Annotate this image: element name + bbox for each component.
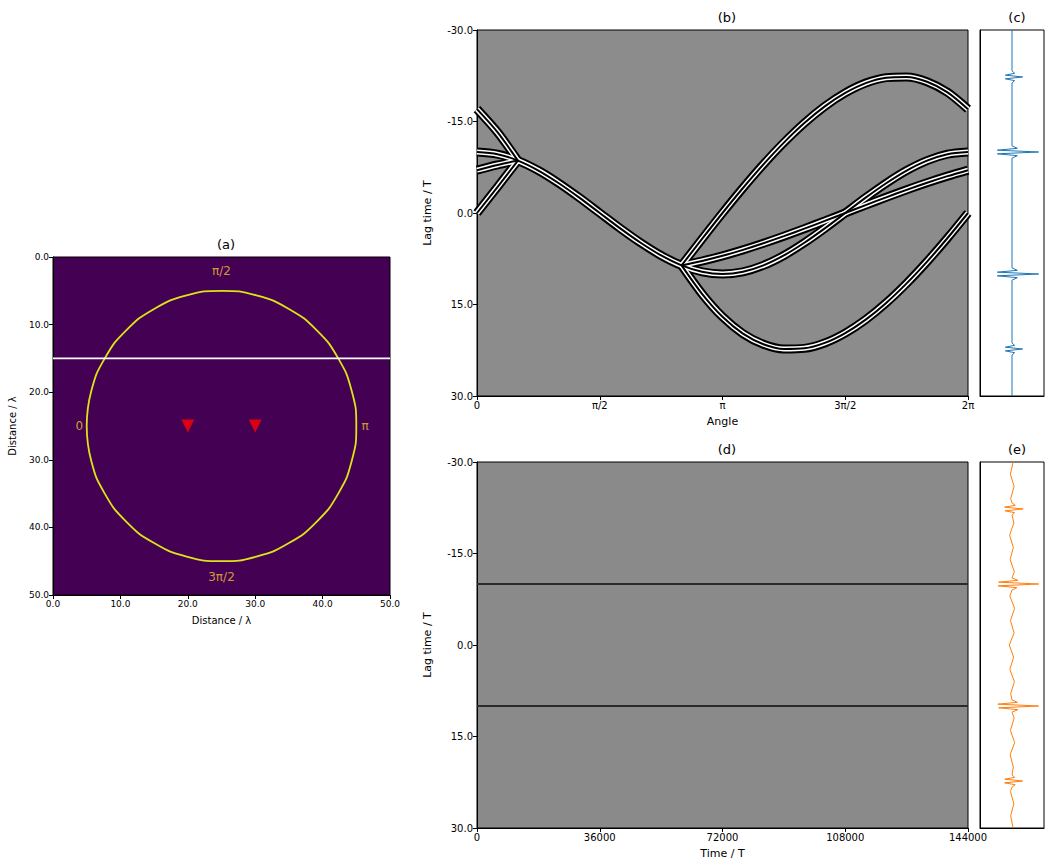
svg-text:30.0: 30.0 <box>451 823 473 834</box>
svg-text:10.0: 10.0 <box>110 599 130 609</box>
svg-text:30.0: 30.0 <box>451 391 473 402</box>
svg-text:(d): (d) <box>718 442 736 457</box>
svg-text:36000: 36000 <box>584 832 616 843</box>
svg-text:20.0: 20.0 <box>178 599 198 609</box>
svg-text:π/2: π/2 <box>212 264 231 278</box>
svg-text:-15.0: -15.0 <box>447 548 473 559</box>
svg-text:108000: 108000 <box>826 832 864 843</box>
svg-text:30.0: 30.0 <box>245 599 265 609</box>
svg-text:15.0: 15.0 <box>451 731 473 742</box>
svg-text:3π/2: 3π/2 <box>834 400 856 411</box>
svg-text:0: 0 <box>474 832 480 843</box>
svg-text:0.0: 0.0 <box>457 208 473 219</box>
svg-text:Lag time / T: Lag time / T <box>421 180 434 246</box>
svg-text:π/2: π/2 <box>592 400 608 411</box>
svg-text:72000: 72000 <box>707 832 739 843</box>
svg-text:0: 0 <box>474 400 480 411</box>
svg-text:0.0: 0.0 <box>46 599 61 609</box>
svg-text:π: π <box>719 400 725 411</box>
svg-text:50.0: 50.0 <box>380 599 400 609</box>
svg-text:10.0: 10.0 <box>29 320 49 330</box>
svg-text:144000: 144000 <box>949 832 987 843</box>
svg-text:π: π <box>361 419 368 433</box>
svg-text:50.0: 50.0 <box>29 590 49 600</box>
svg-text:(e): (e) <box>1008 442 1026 457</box>
svg-text:-30.0: -30.0 <box>447 25 473 36</box>
svg-text:0.0: 0.0 <box>457 640 473 651</box>
svg-text:2π: 2π <box>962 400 974 411</box>
svg-text:0.0: 0.0 <box>35 252 50 262</box>
svg-text:15.0: 15.0 <box>451 299 473 310</box>
svg-text:Distance / λ: Distance / λ <box>7 396 18 455</box>
svg-text:40.0: 40.0 <box>29 522 49 532</box>
svg-text:(a): (a) <box>217 237 235 252</box>
svg-text:3π/2: 3π/2 <box>208 570 235 584</box>
svg-text:-30.0: -30.0 <box>447 457 473 468</box>
svg-text:-15.0: -15.0 <box>447 116 473 127</box>
svg-text:(b): (b) <box>718 10 736 25</box>
svg-text:Distance / λ: Distance / λ <box>192 615 251 626</box>
svg-text:Time / T: Time / T <box>699 847 745 860</box>
svg-text:40.0: 40.0 <box>313 599 333 609</box>
svg-text:0: 0 <box>75 419 83 433</box>
svg-text:20.0: 20.0 <box>29 387 49 397</box>
svg-text:Angle: Angle <box>707 415 739 428</box>
svg-text:(c): (c) <box>1008 10 1025 25</box>
svg-text:30.0: 30.0 <box>29 455 49 465</box>
svg-text:Lag time / T: Lag time / T <box>421 612 434 678</box>
